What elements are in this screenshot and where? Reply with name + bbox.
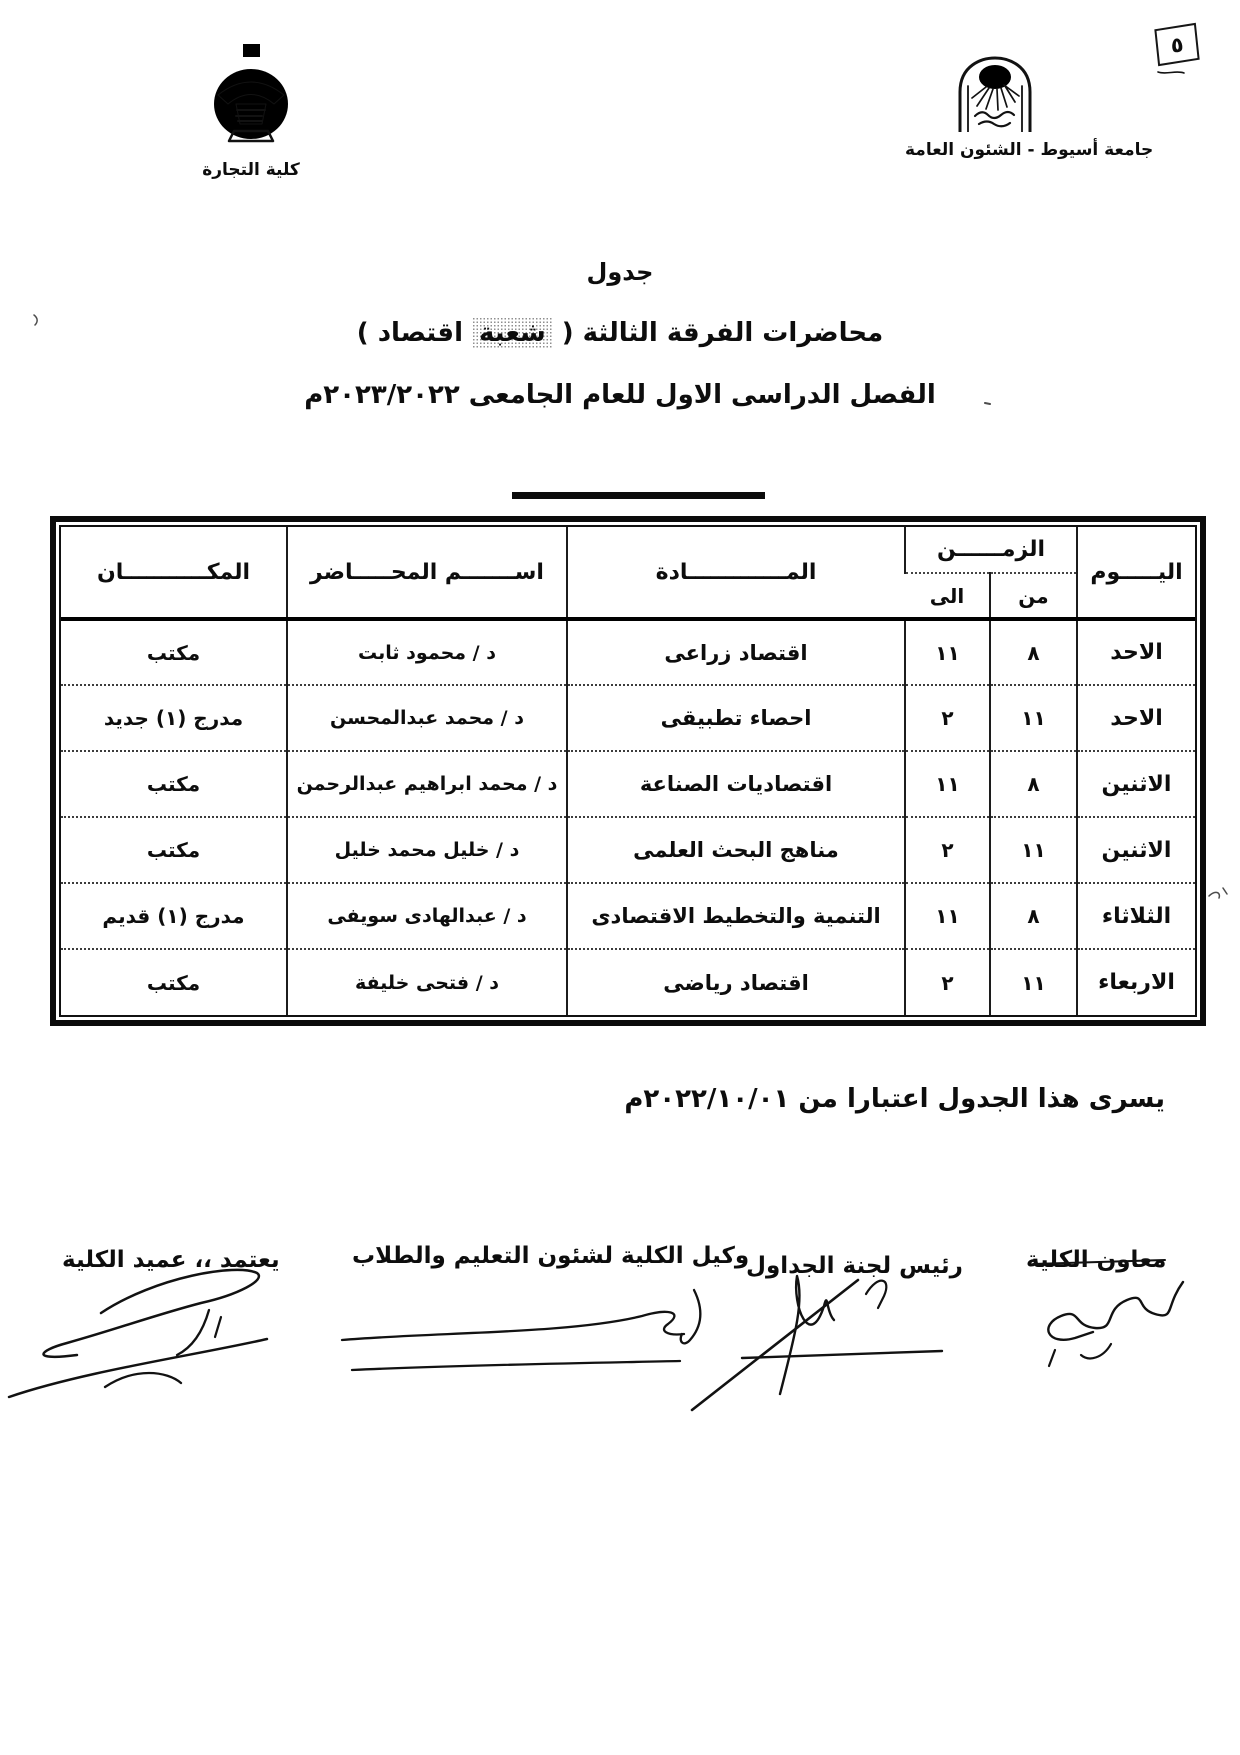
faculty-label: كلية التجارة — [202, 160, 300, 180]
cell-day: الاثنين — [1076, 750, 1195, 817]
university-label: جامعة أسيوط - الشئون العامة — [905, 140, 1154, 160]
signature-label-vice-dean-education: وكيل الكلية لشئون التعليم والطلاب — [352, 1243, 750, 1269]
col-header-time: الزمــــــن — [904, 527, 1077, 574]
table-row: الاحد ١١ ٢ احصاء تطبيقى د / محمد عبدالمح… — [61, 684, 1195, 751]
cell-lecturer: د / محمد ابراهيم عبدالرحمن — [286, 750, 567, 817]
effective-date-note: يسرى هذا الجدول اعتبارا من ٢٠٢٢/١٠/٠١م — [624, 1084, 1165, 1114]
cell-place: مكتب — [146, 640, 201, 665]
cell-lecturer: د / فتحى خليفة — [286, 948, 567, 1015]
cell-place: مكتب — [61, 948, 287, 1015]
cell-place: مدرج (١) قديم — [61, 882, 287, 949]
handwritten-page-number: ٥ — [1169, 31, 1185, 58]
subtitle-suffix: اقتصاد ) — [356, 318, 473, 348]
cell-subject: احصاء تطبيقى — [566, 684, 905, 751]
document-subtitle: محاضرات الفرقة الثالثة ( شعبة اقتصاد ) — [0, 317, 1240, 349]
handwritten-box-icon: ٥ — [1154, 22, 1200, 67]
subtitle-prefix: محاضرات الفرقة الثالثة ( — [552, 318, 884, 348]
cell-to: ١١ — [904, 619, 990, 685]
cell-to: ١١ — [904, 882, 990, 949]
cell-day: الاربعاء — [1076, 948, 1195, 1015]
cell-day: الاحد — [1076, 684, 1195, 751]
cell-to: ٢ — [904, 684, 990, 751]
table-row: الاثنين ١١ ٢ مناهج البحث العلمى د / خليل… — [61, 816, 1195, 883]
signature-vice-dean-icon — [340, 1288, 702, 1372]
col-header-subject: المـــــــــــــادة — [566, 527, 905, 619]
cell-subject: اقتصاد رياضى — [566, 948, 905, 1015]
university-arch-sun-emblem-icon — [958, 56, 1032, 134]
cell-day: الثلاثاء — [1076, 882, 1195, 949]
signature-schedules-committee-head-icon — [690, 1274, 944, 1412]
col-header-lecturer: اســـــــم المحـــــاضر — [286, 527, 567, 619]
col-header-time-to: الى — [929, 583, 965, 608]
table-row: الثلاثاء ٨ ١١ التنمية والتخطيط الاقتصادى… — [61, 882, 1195, 949]
document-title: جدول — [586, 258, 654, 286]
cell-day: الاحد — [1076, 619, 1195, 685]
col-header-time-from: من — [989, 573, 1077, 619]
cell-lecturer: د / خليل محمد خليل — [286, 816, 567, 883]
scan-artifact — [984, 402, 991, 405]
cell-from: ٨ — [989, 882, 1077, 949]
cell-place: مكتب — [61, 750, 287, 817]
cell-place: مدرج (١) جديد — [61, 684, 287, 751]
title-divider — [512, 492, 765, 499]
cell-from: ٨ — [989, 619, 1077, 685]
cell-place: مكتب — [61, 816, 287, 883]
cell-subject: اقتصاديات الصناعة — [566, 750, 905, 817]
cell-lecturer: د / محمود ثابت — [286, 619, 567, 685]
cell-subject: التنمية والتخطيط الاقتصادى — [566, 882, 905, 949]
faculty-eagle-emblem-icon — [213, 44, 288, 143]
cell-subject: اقتصاد زراعى — [566, 619, 905, 685]
subtitle-highlighted-word: شعبة — [472, 317, 553, 349]
col-header-place: المكـــــــــــان — [96, 559, 251, 585]
signature-dean-icon — [7, 1268, 269, 1399]
academic-year-line: الفصل الدراسى الاول للعام الجامعى ٢٠٢٣/٢… — [304, 380, 936, 410]
cell-from: ١١ — [989, 684, 1077, 751]
table-row: الاربعاء ١١ ٢ اقتصاد رياضى د / فتحى خليف… — [61, 948, 1195, 1015]
signature-label-schedules-committee-head: رئيس لجنة الجداول — [746, 1253, 963, 1279]
cell-to: ٢ — [904, 948, 990, 1015]
schedule-table: اليـــــوم الزمــــــن المـــــــــــــا… — [61, 527, 1195, 1015]
table-row: الاثنين ٨ ١١ اقتصاديات الصناعة د / محمد … — [61, 750, 1195, 817]
faculty-logo-block: كلية التجارة — [186, 42, 316, 180]
cell-from: ٨ — [989, 750, 1077, 817]
cell-from: ١١ — [989, 816, 1077, 883]
cell-from: ١١ — [989, 948, 1077, 1015]
table-row: الاحد ٨ ١١ اقتصاد زراعى د / محمود ثابت م… — [61, 619, 1195, 685]
cell-day: الاثنين — [1076, 816, 1195, 883]
university-logo-block: جامعة أسيوط - الشئون العامة — [905, 54, 1154, 160]
col-header-day: اليـــــوم — [1076, 527, 1195, 619]
cell-to: ٢ — [904, 816, 990, 883]
schedule-table-frame: اليـــــوم الزمــــــن المـــــــــــــا… — [50, 516, 1206, 1026]
cell-lecturer: د / محمد عبدالمحسن — [286, 684, 567, 751]
scan-artifact — [33, 314, 38, 326]
cell-subject: مناهج البحث العلمى — [566, 816, 905, 883]
scan-artifact — [1208, 887, 1228, 899]
signature-label-college-assistant: معاون الكلية — [1026, 1247, 1167, 1273]
cell-to: ١١ — [904, 750, 990, 817]
cell-lecturer: د / عبدالهادى سويفى — [286, 882, 567, 949]
page-number-annotation: ٥ — [1154, 22, 1204, 82]
signature-label-dean-approval: يعتمد ،، عميد الكلية — [62, 1247, 280, 1273]
